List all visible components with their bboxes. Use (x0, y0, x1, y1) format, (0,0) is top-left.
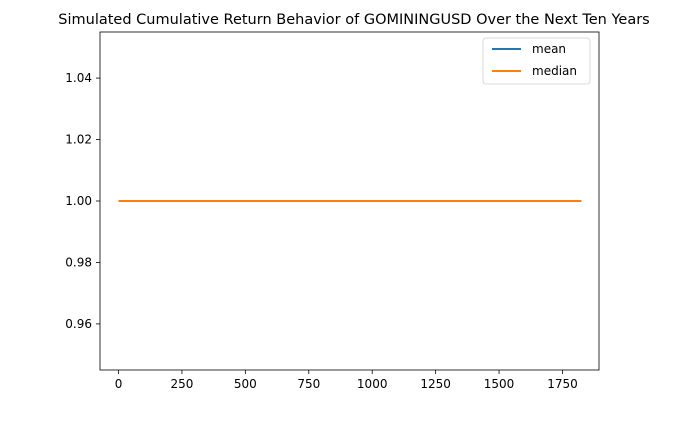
chart-title: Simulated Cumulative Return Behavior of … (58, 12, 649, 28)
x-tick-label: 1000 (357, 377, 388, 391)
x-tick-label: 250 (170, 377, 193, 391)
x-tick-label: 750 (297, 377, 320, 391)
legend-label-mean: mean (532, 42, 566, 56)
y-tick-label: 1.00 (65, 194, 92, 208)
x-tick-label: 1750 (547, 377, 578, 391)
y-tick-label: 0.96 (65, 317, 92, 331)
x-tick-label: 500 (234, 377, 257, 391)
y-axis: 0.96 0.98 1.00 1.02 1.04 (65, 71, 100, 331)
x-tick-label: 1250 (420, 377, 451, 391)
legend: mean median (482, 37, 591, 85)
y-tick-label: 1.04 (65, 71, 92, 85)
legend-label-median: median (532, 64, 577, 78)
x-tick-label: 1500 (484, 377, 515, 391)
x-axis: 0 250 500 750 1000 1250 1500 1750 (115, 370, 578, 391)
y-tick-label: 1.02 (65, 133, 92, 147)
x-tick-label: 0 (115, 377, 123, 391)
y-tick-label: 0.98 (65, 255, 92, 269)
